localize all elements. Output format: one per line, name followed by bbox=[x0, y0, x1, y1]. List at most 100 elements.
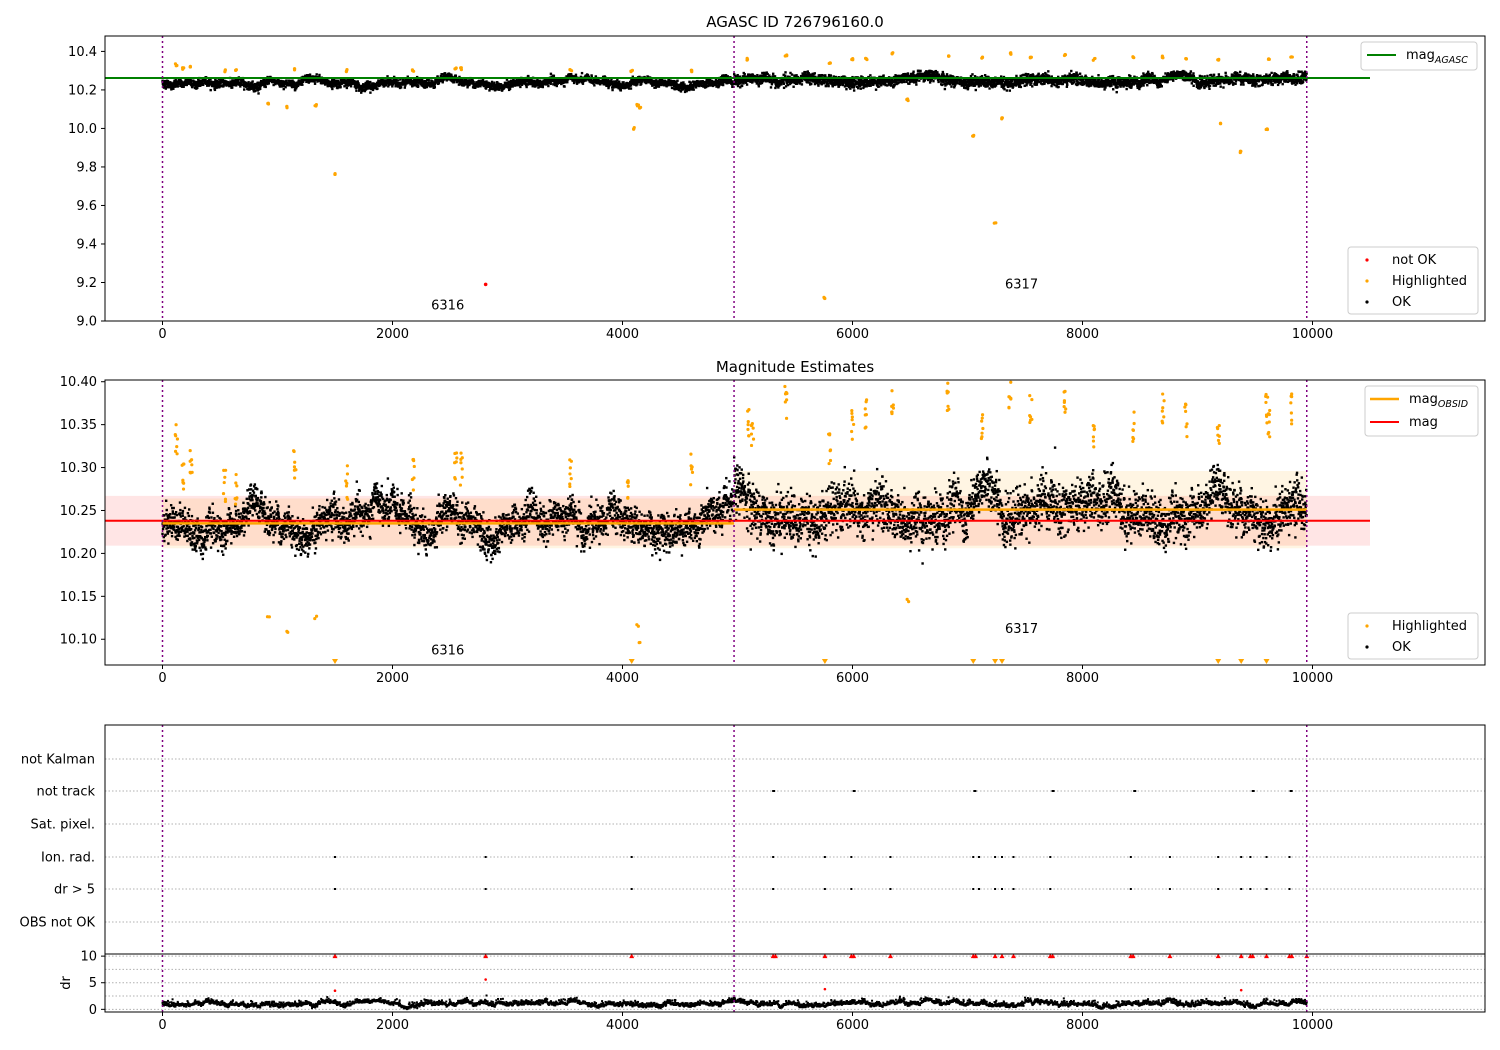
ok-point bbox=[357, 83, 361, 87]
ok-point bbox=[210, 84, 214, 88]
ok-point bbox=[379, 83, 382, 87]
ok-point bbox=[215, 79, 219, 82]
ok-point bbox=[691, 80, 695, 83]
ok-point bbox=[425, 85, 429, 89]
ok-point bbox=[349, 82, 352, 86]
ok-point bbox=[320, 82, 323, 85]
ok-point bbox=[266, 79, 269, 82]
ok-point bbox=[395, 78, 398, 82]
ok-point bbox=[174, 85, 178, 88]
ok-point bbox=[332, 85, 335, 88]
ok-point bbox=[448, 78, 451, 81]
ok-point bbox=[262, 79, 266, 83]
ok-point bbox=[488, 89, 491, 92]
ok-point bbox=[247, 83, 250, 86]
ok-point bbox=[256, 89, 260, 92]
ok-point bbox=[618, 82, 621, 86]
ok-point bbox=[493, 81, 496, 84]
ok-point bbox=[629, 83, 633, 87]
ok-point bbox=[733, 78, 737, 81]
ok-point bbox=[282, 80, 285, 83]
ok-point bbox=[1078, 72, 1082, 75]
ok-point bbox=[392, 82, 395, 86]
ok-point bbox=[289, 80, 293, 83]
ok-point bbox=[376, 87, 379, 90]
ok-point bbox=[496, 88, 499, 91]
ok-point bbox=[717, 84, 721, 87]
ok-point bbox=[235, 78, 239, 82]
ok-point bbox=[443, 78, 446, 81]
ok-point bbox=[325, 78, 329, 81]
ok-point bbox=[163, 84, 167, 88]
ok-point bbox=[237, 79, 240, 83]
ok-point bbox=[477, 82, 480, 86]
ok-point bbox=[165, 86, 168, 89]
ok-point bbox=[368, 82, 371, 86]
ok-point bbox=[950, 85, 953, 88]
ok-point bbox=[356, 85, 360, 88]
ok-point bbox=[783, 74, 787, 77]
ok-point bbox=[698, 82, 701, 86]
ok-point bbox=[572, 81, 576, 85]
ok-point bbox=[458, 75, 461, 79]
ok-point bbox=[520, 83, 524, 86]
ok-point bbox=[660, 83, 664, 86]
ok-point bbox=[566, 78, 570, 81]
ok-point bbox=[530, 79, 533, 82]
ok-point bbox=[622, 81, 625, 84]
ok-point bbox=[406, 75, 409, 78]
ok-point bbox=[330, 85, 333, 89]
ok-point bbox=[563, 79, 567, 82]
ok-point bbox=[544, 79, 548, 82]
ok-point bbox=[552, 83, 555, 86]
ok-point bbox=[369, 80, 372, 84]
ok-point bbox=[621, 86, 625, 90]
ok-point bbox=[692, 85, 695, 89]
ok-point bbox=[688, 88, 691, 91]
ok-point bbox=[384, 84, 388, 87]
ok-point bbox=[810, 82, 813, 86]
ok-point bbox=[450, 75, 454, 79]
ok-point bbox=[616, 78, 619, 82]
ok-point bbox=[804, 70, 807, 74]
ok-point bbox=[605, 84, 608, 88]
ok-point bbox=[441, 79, 445, 83]
ok-point bbox=[174, 78, 177, 81]
ok-point bbox=[221, 78, 225, 81]
ok-point bbox=[627, 86, 630, 89]
ok-point bbox=[736, 78, 739, 82]
ok-point bbox=[427, 79, 430, 82]
ok-point bbox=[549, 82, 552, 86]
ok-point bbox=[466, 84, 469, 87]
ok-point bbox=[736, 84, 740, 88]
ok-point bbox=[527, 74, 530, 78]
ok-point bbox=[484, 87, 488, 90]
ok-point bbox=[937, 80, 940, 84]
ok-point bbox=[164, 81, 167, 84]
ok-point bbox=[792, 85, 795, 88]
ok-point bbox=[539, 79, 542, 82]
ok-point bbox=[660, 79, 664, 82]
ok-point bbox=[399, 78, 402, 81]
ok-point bbox=[327, 80, 330, 83]
ok-point bbox=[253, 83, 257, 86]
ok-point bbox=[724, 74, 728, 77]
ok-point bbox=[971, 73, 974, 76]
ok-point bbox=[394, 85, 397, 88]
ok-point bbox=[616, 83, 620, 86]
ok-point bbox=[693, 80, 697, 84]
ok-point bbox=[657, 85, 661, 88]
ok-point bbox=[525, 85, 528, 89]
ok-point bbox=[291, 79, 294, 82]
ok-point bbox=[1030, 82, 1033, 85]
ok-point bbox=[535, 84, 538, 87]
ok-point bbox=[355, 89, 358, 92]
ok-point bbox=[434, 81, 438, 84]
ok-point bbox=[740, 84, 744, 87]
ok-point bbox=[852, 86, 855, 89]
ok-point bbox=[331, 87, 334, 91]
ok-point bbox=[173, 79, 176, 83]
ok-point bbox=[1005, 89, 1009, 92]
ok-point bbox=[285, 79, 288, 82]
ok-point bbox=[706, 84, 710, 88]
